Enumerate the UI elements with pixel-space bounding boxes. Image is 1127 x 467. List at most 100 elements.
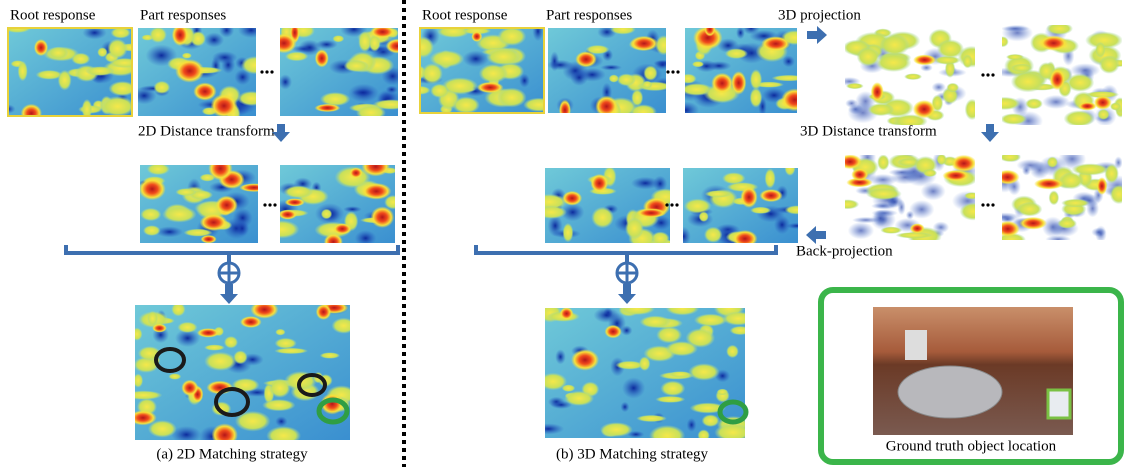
warm-blob: [275, 329, 285, 336]
hot-blob: [571, 349, 599, 370]
caption: (a) 2D Matching strategy: [156, 446, 308, 462]
hot-blob: [172, 24, 189, 46]
hot-blob: [175, 59, 204, 83]
hot-blob: [201, 235, 217, 243]
cold-blob: [687, 418, 697, 432]
warm-blob: [562, 384, 576, 391]
ellipsis-dot: [991, 73, 994, 76]
warm-blob: [204, 344, 225, 350]
hot-blob: [316, 304, 331, 320]
warm-blob: [143, 225, 161, 236]
warm-blob: [591, 207, 614, 229]
warm-blob: [1061, 199, 1090, 207]
heatmap: [532, 299, 754, 447]
hot-blob: [240, 316, 262, 328]
warm-blob: [656, 326, 682, 343]
hot-blob: [761, 36, 790, 51]
warm-blob: [332, 318, 356, 334]
warm-blob: [750, 69, 762, 90]
warm-blob: [643, 65, 657, 81]
cold-blob: [654, 60, 671, 69]
hot-blob: [216, 196, 238, 215]
cold-blob: [279, 74, 292, 89]
warm-blob: [836, 199, 859, 209]
hot-blob: [781, 88, 808, 111]
dt-label: 2D Distance transform: [138, 123, 275, 139]
warm-blob: [564, 391, 594, 406]
hot-blob: [211, 94, 238, 118]
hot-blob: [595, 96, 618, 118]
warm-blob: [110, 58, 140, 68]
warm-blob: [204, 352, 236, 371]
warm-blob: [274, 348, 308, 354]
warm-blob: [486, 48, 521, 66]
hot-blob: [315, 49, 329, 67]
warm-blob: [85, 66, 114, 76]
cold-blob: [672, 101, 699, 118]
cold-blob: [621, 325, 633, 335]
warm-blob: [680, 74, 697, 84]
object-box: [1048, 390, 1070, 418]
warm-blob: [266, 426, 301, 445]
warm-blob: [321, 209, 332, 220]
hot-blob: [333, 223, 352, 234]
warm-blob: [421, 63, 442, 84]
ellipsis-dot: [986, 73, 989, 76]
cold-blob: [594, 307, 620, 323]
heatmap: [989, 22, 1127, 131]
hot-blob: [21, 104, 42, 123]
ellipsis-dot: [666, 70, 669, 73]
warm-blob: [224, 336, 238, 348]
part-label: Part responses: [140, 7, 226, 23]
hot-blob: [759, 189, 782, 202]
warm-blob: [320, 352, 340, 358]
cold-blob: [742, 22, 759, 35]
cold-blob: [906, 211, 914, 220]
warm-blob: [619, 303, 655, 315]
caption: (b) 3D Matching strategy: [556, 446, 709, 462]
warm-blob: [162, 206, 196, 222]
hot-blob: [471, 31, 482, 42]
hot-blob: [362, 157, 390, 177]
cold-blob: [547, 60, 573, 71]
heatmap: [139, 157, 269, 244]
hot-blob: [731, 71, 746, 95]
cold-blob: [219, 23, 234, 38]
warm-blob: [262, 399, 295, 411]
hot-blob: [871, 82, 884, 102]
hot-blob: [200, 214, 228, 231]
warm-blob: [497, 88, 527, 108]
hot-blob: [740, 186, 757, 208]
cold-blob: [888, 169, 914, 176]
hot-blob: [1034, 178, 1064, 189]
heatmap: [836, 147, 987, 248]
warm-blob: [989, 97, 1021, 110]
hot-blob: [1097, 177, 1108, 195]
warm-blob: [1046, 22, 1073, 35]
heatmap: [409, 21, 554, 114]
warm-blob: [666, 302, 699, 316]
hot-blob: [590, 174, 608, 193]
warm-blob: [1099, 55, 1120, 73]
warm-blob: [997, 36, 1009, 47]
cold-blob: [236, 221, 249, 236]
warm-blob: [344, 60, 369, 72]
warm-blob: [714, 423, 751, 441]
heatmap: [125, 298, 357, 447]
warm-blob: [730, 326, 752, 335]
warm-blob: [1025, 98, 1043, 109]
warm-blob: [1059, 172, 1084, 189]
cold-blob: [275, 416, 287, 426]
hot-blob: [996, 170, 1020, 185]
warm-blob: [630, 104, 657, 119]
warm-blob: [636, 415, 667, 422]
hot-blob: [371, 206, 395, 227]
cold-blob: [622, 377, 645, 398]
ellipsis-dot: [263, 203, 266, 206]
warm-blob: [411, 36, 434, 58]
warm-blob: [168, 373, 181, 379]
ellipsis-dot: [270, 70, 273, 73]
warm-blob: [97, 47, 107, 57]
cold-blob: [600, 64, 622, 70]
hot-blob: [1019, 217, 1047, 230]
